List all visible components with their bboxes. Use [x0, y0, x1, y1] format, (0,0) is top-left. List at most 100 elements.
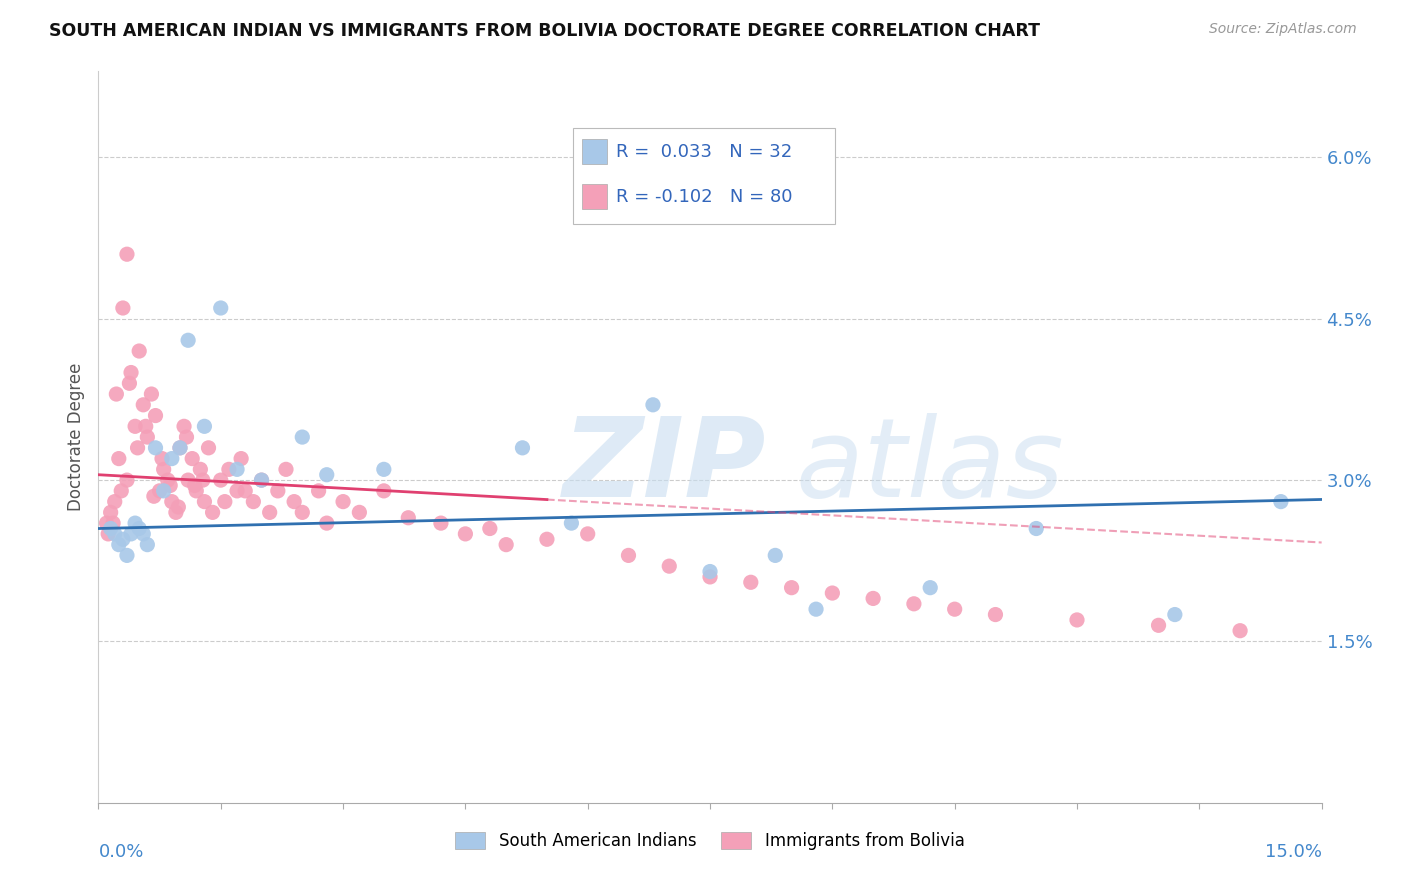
Point [128, 344, 150, 359]
Point [478, 521, 501, 535]
Point [576, 527, 599, 541]
Point [177, 473, 200, 487]
Text: atlas: atlas [796, 413, 1064, 520]
Point [104, 527, 127, 541]
Point [108, 538, 131, 552]
Point [193, 419, 215, 434]
Point [209, 301, 232, 315]
Point [124, 516, 146, 530]
Point [176, 430, 198, 444]
Point [160, 451, 183, 466]
Text: Source: ZipAtlas.com: Source: ZipAtlas.com [1209, 22, 1357, 37]
Point [100, 505, 122, 519]
Point [454, 527, 477, 541]
Point [699, 565, 721, 579]
Point [226, 483, 249, 498]
Point [132, 527, 155, 541]
Point [167, 500, 190, 514]
Point [201, 505, 224, 519]
Point [177, 333, 200, 347]
Point [1164, 607, 1187, 622]
Legend: South American Indians, Immigrants from Bolivia: South American Indians, Immigrants from … [449, 825, 972, 856]
Point [173, 419, 195, 434]
Point [862, 591, 884, 606]
Point [233, 483, 256, 498]
Point [536, 533, 558, 547]
Point [780, 581, 803, 595]
Point [108, 451, 131, 466]
Point [267, 483, 290, 498]
Point [115, 549, 138, 563]
Point [291, 505, 314, 519]
Point [101, 516, 124, 530]
Point [104, 494, 127, 508]
Point [512, 441, 534, 455]
Point [821, 586, 844, 600]
Text: ZIP: ZIP [564, 413, 766, 520]
Point [135, 419, 157, 434]
Point [349, 505, 371, 519]
Point [142, 489, 165, 503]
Point [110, 483, 132, 498]
Point [699, 570, 721, 584]
Point [373, 462, 395, 476]
Point [231, 451, 253, 466]
Y-axis label: Doctorate Degree: Doctorate Degree [67, 363, 86, 511]
Point [1270, 494, 1292, 508]
Point [903, 597, 925, 611]
Point [943, 602, 966, 616]
Point [218, 462, 240, 476]
Point [250, 473, 273, 487]
Point [315, 467, 337, 482]
Point [226, 462, 249, 476]
Point [111, 533, 134, 547]
Point [128, 521, 150, 535]
Point [150, 451, 173, 466]
Point [169, 441, 191, 455]
Point [259, 505, 281, 519]
Point [136, 538, 159, 552]
Point [118, 376, 141, 391]
Point [197, 441, 219, 455]
Text: SOUTH AMERICAN INDIAN VS IMMIGRANTS FROM BOLIVIA DOCTORATE DEGREE CORRELATION CH: SOUTH AMERICAN INDIAN VS IMMIGRANTS FROM… [49, 22, 1040, 40]
Point [149, 483, 172, 498]
Point [132, 398, 155, 412]
Text: R =  0.033   N = 32: R = 0.033 N = 32 [616, 143, 792, 161]
Point [740, 575, 762, 590]
Point [396, 510, 419, 524]
Point [97, 527, 120, 541]
Point [920, 581, 942, 595]
Point [115, 247, 138, 261]
Point [96, 516, 118, 530]
Text: R = -0.102   N = 80: R = -0.102 N = 80 [616, 188, 792, 206]
Point [145, 441, 167, 455]
Point [115, 473, 138, 487]
Point [111, 301, 134, 315]
Point [308, 483, 330, 498]
Point [186, 483, 208, 498]
Point [100, 521, 122, 535]
Point [169, 441, 191, 455]
Point [145, 409, 167, 423]
Point [214, 494, 236, 508]
Point [291, 430, 314, 444]
Point [332, 494, 354, 508]
Point [1025, 521, 1047, 535]
Point [430, 516, 453, 530]
Point [242, 494, 264, 508]
Point [156, 473, 179, 487]
Point [188, 462, 212, 476]
Point [193, 494, 215, 508]
Point [495, 538, 517, 552]
Point [152, 483, 174, 498]
Point [1066, 613, 1088, 627]
Point [560, 516, 582, 530]
Point [159, 478, 181, 492]
Point [617, 549, 640, 563]
Text: 0.0%: 0.0% [98, 843, 143, 861]
Point [1147, 618, 1170, 632]
Point [373, 483, 395, 498]
Point [124, 419, 146, 434]
Point [191, 473, 214, 487]
Point [658, 559, 681, 574]
